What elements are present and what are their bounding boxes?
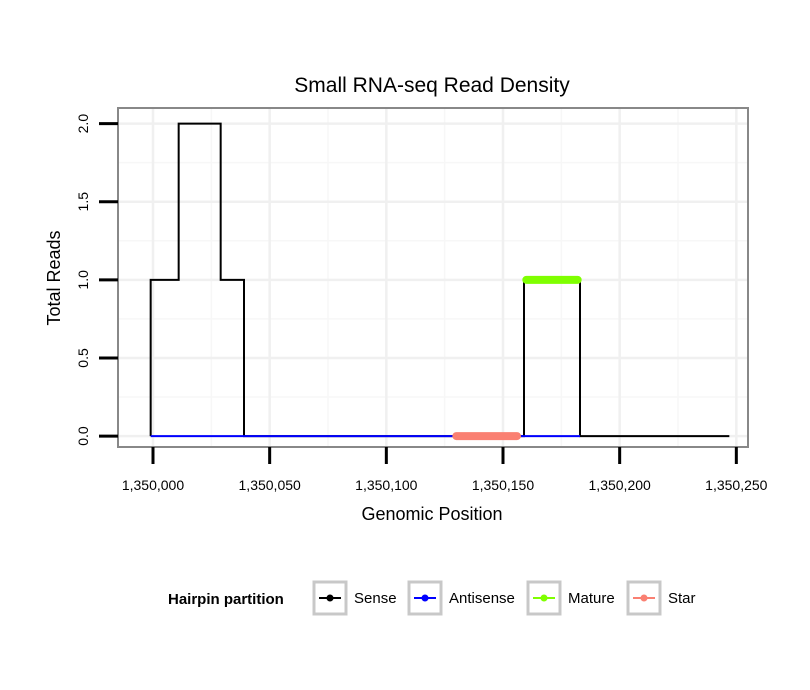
x-tick-label: 1,350,250 xyxy=(705,477,767,493)
series-layer xyxy=(149,122,730,441)
legend-label: Sense xyxy=(354,590,397,607)
legend-key-dot xyxy=(326,594,334,602)
legend: Hairpin partition Sense Antisense Mature St… xyxy=(168,580,696,616)
legend-key-dot xyxy=(640,594,648,602)
legend-item-sense: Sense xyxy=(312,580,397,616)
x-axis-label: Genomic Position xyxy=(361,504,502,524)
legend-item-antisense: Antisense xyxy=(407,580,515,616)
x-tick-label: 1,350,050 xyxy=(239,477,301,493)
x-tick-label: 1,350,000 xyxy=(122,477,184,493)
legend-key-dot xyxy=(540,594,548,602)
x-tick-label: 1,350,200 xyxy=(589,477,651,493)
x-axis: 1,350,000 1,350,050 1,350,100 1,350,150 1,35… xyxy=(122,447,768,493)
y-tick-label: 1.5 xyxy=(75,192,91,212)
chart-title: Small RNA-seq Read Density xyxy=(294,74,570,97)
y-tick-label: 0.0 xyxy=(75,426,91,446)
legend-label: Mature xyxy=(568,590,615,607)
legend-items: Sense Antisense Mature Star xyxy=(312,580,696,616)
y-tick-label: 0.5 xyxy=(75,348,91,368)
plot-panel xyxy=(117,107,749,448)
gridlines xyxy=(118,108,748,447)
legend-label: Star xyxy=(668,590,696,607)
plot-border xyxy=(117,107,749,448)
y-axis: 0.0 0.5 1.0 1.5 2.0 xyxy=(75,114,118,446)
plot-background xyxy=(118,108,748,447)
legend-item-mature: Mature xyxy=(526,580,615,616)
y-tick-label: 1.0 xyxy=(75,270,91,290)
legend-key-dot xyxy=(421,594,429,602)
legend-item-star: Star xyxy=(626,580,696,616)
x-tick-label: 1,350,150 xyxy=(472,477,534,493)
legend-title: Hairpin partition xyxy=(168,591,284,608)
legend-label: Antisense xyxy=(449,590,515,607)
x-tick-label: 1,350,100 xyxy=(355,477,417,493)
y-tick-label: 2.0 xyxy=(75,114,91,134)
y-axis-label: Total Reads xyxy=(44,230,64,325)
